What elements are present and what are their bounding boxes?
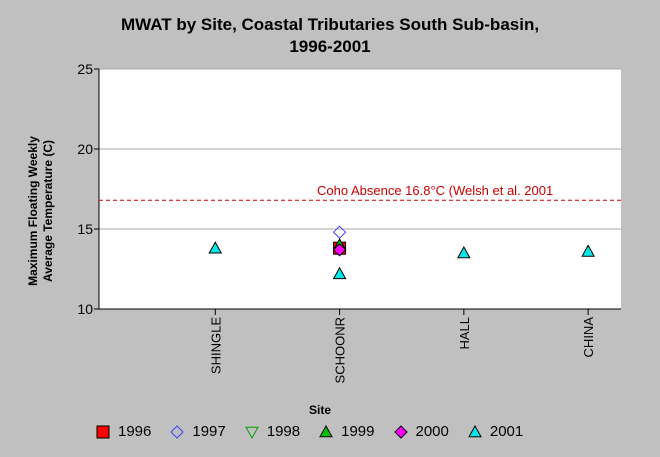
data-point [468,424,482,437]
data-point-2000-schoonr [332,243,347,257]
legend-marker-2001 [468,424,482,437]
legend-marker-1996 [96,425,110,438]
legend-label: 1997 [192,423,226,440]
legend-item-2001: 2001 [468,423,523,440]
legend-label: 2001 [489,423,524,440]
legend-label: 1999 [341,423,375,440]
coho-absence-label: Coho Absence 16.8°C (Welsh et al. 2001 [317,183,553,198]
plot-area [99,69,621,309]
y-tick-label: 15 [77,221,93,237]
data-point-2001-hall [457,245,471,259]
data-point [319,424,333,437]
y-tick-label: 10 [77,301,93,317]
y-tick-label: 25 [77,61,93,77]
data-point [170,424,185,439]
x-tick-label-schoonr: SCHOONR [333,317,348,383]
x-tick-label-china: CHINA [581,317,596,358]
x-axis-label: Site [309,403,332,417]
data-point-2001-schoonr [332,266,347,280]
y-axis-label-line-2: Average Temperature (C) [41,139,55,283]
data-point [244,426,259,439]
legend-marker-2000 [393,424,408,439]
y-tick-label: 20 [77,141,93,157]
data-point-2001-china [581,244,595,257]
legend: 1996 1997 1998 1999 2000 2001 [96,423,542,440]
legend-marker-1997 [170,424,185,439]
data-point [96,425,110,438]
legend-label: 2000 [415,423,449,440]
legend-marker-1998 [244,426,259,439]
legend-item-2000: 2000 [393,423,449,440]
legend-item-1997: 1997 [170,423,226,440]
legend-label: 1996 [118,423,152,440]
legend-label: 1998 [266,423,301,440]
x-tick-label-hall: HALL [457,317,472,350]
legend-item-1999: 1999 [319,423,375,440]
data-point-2001-shingle [208,241,223,254]
chart-title-line-2: 1996-2001 [289,37,371,56]
legend-item-1996: 1996 [96,423,151,440]
data-point [393,424,408,439]
legend-item-1998: 1998 [244,423,301,440]
chart-title: MWAT by Site, Coastal Tributaries South … [0,14,660,58]
legend-marker-1999 [319,424,333,437]
y-axis-label-line-1: Maximum Floating Weekly [26,136,40,286]
x-tick-label-shingle: SHINGLE [208,317,223,374]
chart-title-line-1: MWAT by Site, Coastal Tributaries South … [120,15,540,34]
